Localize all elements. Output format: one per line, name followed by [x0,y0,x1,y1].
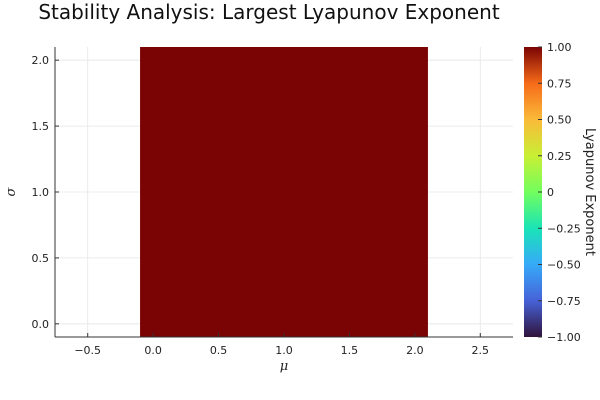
colorbar-tick-label: −1.00 [547,331,581,344]
x-tick-label: 2.5 [472,344,490,357]
y-ticks: 0.0 0.5 1.0 1.5 2.0 [32,54,59,331]
colorbar-tick-label: 0.75 [547,77,572,90]
heatmap-cell [140,47,428,337]
y-tick-label: 1.0 [32,186,50,199]
x-tick-label: 1.0 [275,344,293,357]
x-tick-label: 1.5 [341,344,359,357]
x-tick-label: 0.5 [210,344,228,357]
y-tick-label: 1.5 [32,120,50,133]
colorbar-label: Lyapunov Exponent [582,128,597,256]
colorbar-tick-label: 1.00 [547,41,572,54]
y-tick-label: 0.0 [32,318,50,331]
x-tick-label: 0.0 [144,344,162,357]
x-axis-label: μ [280,359,288,374]
colorbar [524,47,542,337]
x-tick-label: 2.0 [406,344,424,357]
heatmap-cells [140,47,428,337]
colorbar-tick-label: 0.25 [547,150,572,163]
y-tick-label: 0.5 [32,252,50,265]
y-axis-label: σ [4,186,19,196]
chart-title: Stability Analysis: Largest Lyapunov Exp… [38,0,500,24]
colorbar-tick-label: 0 [547,186,554,199]
colorbar-tick-label: −0.50 [547,259,581,272]
colorbar-tick-label: −0.25 [547,222,581,235]
x-tick-label: −0.5 [74,344,101,357]
colorbar-tick-label: 0.50 [547,114,572,127]
x-ticks: −0.5 0.0 0.5 1.0 1.5 2.0 2.5 [74,333,489,357]
y-tick-label: 2.0 [32,54,50,67]
colorbar-tick-label: −0.75 [547,295,581,308]
colorbar-ticks: −1.00 −0.75 −0.50 −0.25 0 0.25 0.50 0.75 1.00 [538,41,581,344]
